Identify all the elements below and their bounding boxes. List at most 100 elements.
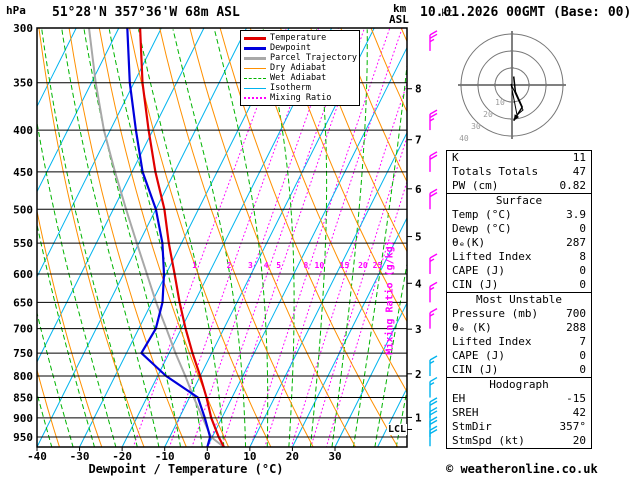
legend-line-swatch — [244, 97, 266, 99]
pressure-tick-label: 850 — [13, 392, 33, 405]
wind-barb-half-tick — [429, 286, 435, 291]
wind-barb-full-tick — [429, 281, 438, 287]
wet-adiabat-line — [37, 119, 117, 447]
dry-adiabat-line — [98, 28, 230, 447]
mixing-ratio-value-label: 20 — [358, 261, 368, 270]
row-label: Lifted Index — [452, 250, 532, 263]
pressure-tick-label: 950 — [13, 431, 33, 444]
wind-barb-full-tick — [429, 376, 438, 383]
legend-item-label: Parcel Trajectory — [270, 53, 357, 63]
hodograph-ring-label: 10 — [495, 98, 505, 107]
hodograph-ring-label: 20 — [483, 110, 493, 119]
row-value: 700 — [566, 307, 586, 320]
row-value: 0 — [579, 264, 586, 277]
table-section-header: Most Unstable — [475, 293, 563, 306]
wind-barb-half-tick — [429, 258, 435, 262]
x-tick-label: -10 — [155, 450, 175, 463]
mixing-ratio-value-label: 1 — [192, 261, 197, 270]
legend-item: Dry Adiabat — [244, 63, 356, 73]
km-tick-label: 5 — [415, 231, 422, 244]
wet-adiabat-line — [83, 29, 182, 447]
wet-adiabat-line — [138, 29, 225, 447]
row-label: StmSpd (kt) — [452, 434, 525, 447]
table-row: θₑ (K) 288 — [447, 321, 591, 335]
mixing-ratio-value-label: 4 — [264, 261, 269, 270]
row-value: 47 — [572, 165, 586, 178]
row-label: SREH — [452, 406, 479, 419]
wind-barb-half-tick — [429, 360, 435, 365]
row-label: θₑ(K) — [452, 236, 486, 249]
table-row: θₑ(K) 287 — [447, 236, 591, 250]
wind-barb-full-tick — [429, 192, 438, 198]
indices-table: K 11 Totals Totals 47 PW (cm) 0.82 Surface Temp… — [446, 150, 592, 449]
row-label: EH — [452, 392, 466, 405]
isotherm-line — [37, 28, 120, 193]
legend-item: Dewpoint — [244, 43, 356, 53]
wind-barb — [429, 30, 438, 51]
hodograph-ring — [494, 67, 530, 103]
isotherm-line — [249, 131, 407, 447]
row-value: 0 — [579, 278, 586, 291]
dry-adiabat-line — [310, 28, 407, 253]
wind-barb-full-tick — [429, 419, 438, 426]
isotherm-line — [37, 28, 77, 108]
legend-item: Isotherm — [244, 83, 356, 93]
hodograph-storm-vector — [510, 83, 524, 116]
legend-item-label: Temperature — [270, 33, 327, 43]
page-title: 51°28'N 357°36'W 68m ASL — [52, 5, 240, 20]
legend-item: Mixing Ratio — [244, 93, 356, 103]
wind-barb — [429, 253, 438, 274]
row-label: Totals Totals — [452, 165, 539, 178]
row-value: 0 — [579, 349, 586, 362]
legend-line-swatch — [244, 67, 266, 69]
mixing-ratio-value-label: 8 — [304, 261, 309, 270]
wind-barb-full-tick — [429, 425, 438, 431]
pressure-tick-label: 350 — [13, 77, 33, 90]
legend-line-swatch — [244, 36, 266, 40]
table-row: PW (cm) 0.82 — [447, 179, 591, 193]
table-section-header: Surface — [495, 194, 543, 207]
mixing-ratio-value-label: 2 — [227, 261, 232, 270]
wet-adiabat-line — [37, 222, 95, 447]
legend-item-label: Wet Adiabat — [270, 73, 327, 83]
isotherm-line — [206, 46, 407, 447]
row-label: CIN (J) — [452, 363, 499, 376]
isotherm-line — [37, 28, 247, 447]
pressure-tick-label: 750 — [13, 347, 33, 360]
table-row: CAPE (J) 0 — [447, 264, 591, 278]
hodograph-ring — [460, 33, 564, 137]
x-tick-label: 30 — [328, 450, 341, 463]
legend-item: Wet Adiabat — [244, 73, 356, 83]
km-tick-label: 3 — [415, 323, 422, 336]
table-section: Most Unstable Pressure (mb) 700 θₑ (K) 288 Li… — [446, 292, 592, 378]
wind-barb-full-tick — [429, 151, 438, 157]
x-axis-label: Dewpoint / Temperature (°C) — [88, 462, 284, 476]
pressure-tick-label: 500 — [13, 203, 33, 216]
wind-barb-half-tick — [429, 38, 435, 43]
pressure-tick-label: 700 — [13, 323, 33, 336]
legend-item-label: Dry Adiabat — [270, 63, 327, 73]
legend-line-swatch — [244, 56, 266, 60]
table-row: StmSpd (kt) 20 — [447, 434, 591, 448]
pressure-tick-label: 550 — [13, 237, 33, 250]
table-section: K 11 Totals Totals 47 PW (cm) 0.82 — [446, 150, 592, 194]
wind-barb — [429, 151, 438, 172]
row-value: 42 — [572, 406, 586, 419]
wind-barb-full-tick — [429, 109, 438, 115]
table-row: CIN (J) 0 — [447, 363, 591, 377]
legend-item: Temperature — [244, 33, 356, 43]
wind-barb-full-tick — [429, 308, 438, 314]
row-value: 0 — [579, 222, 586, 235]
wind-barb — [429, 425, 438, 447]
legend-item-label: Isotherm — [270, 83, 311, 93]
lcl-label: LCL — [387, 424, 408, 435]
mixing-ratio-value-label: 15 — [340, 261, 350, 270]
copyright: © weatheronline.co.uk — [446, 462, 598, 476]
row-value: -15 — [566, 392, 586, 405]
table-row: K 11 — [447, 151, 591, 165]
wind-barb-full-tick — [429, 112, 438, 119]
altitude-axis-unit-km-label: km — [393, 2, 407, 15]
x-tick-label: -20 — [112, 450, 132, 463]
wind-barb — [429, 355, 438, 377]
